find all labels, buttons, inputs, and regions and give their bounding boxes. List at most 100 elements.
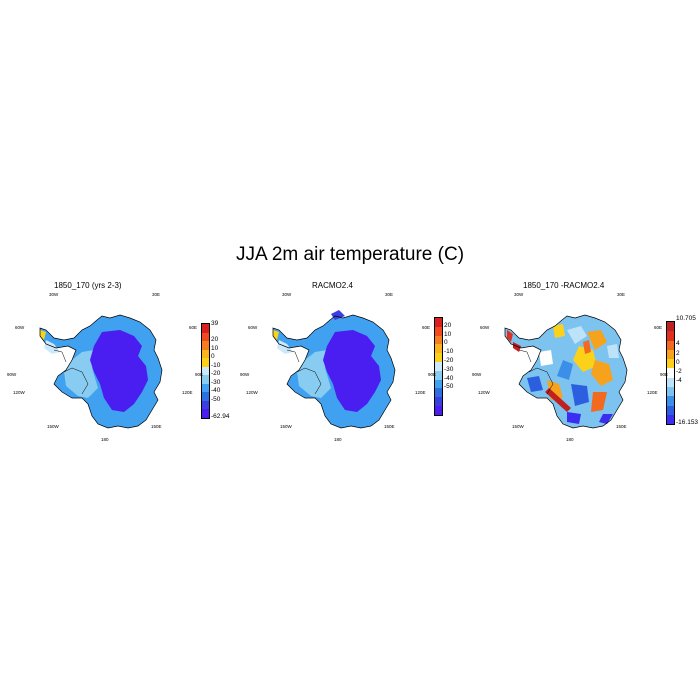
longitude-label: 90E	[660, 372, 669, 377]
colorbar-tick-label: -2	[676, 368, 682, 376]
colorbar-segment	[435, 361, 442, 371]
colorbar-tick-label: -10	[211, 361, 221, 369]
longitude-label: 60W	[248, 325, 258, 330]
colorbar-segment	[435, 370, 442, 380]
longitude-label: 150W	[47, 424, 59, 429]
colorbar-segment	[202, 349, 209, 358]
coastline	[504, 314, 628, 429]
longitude-label: 150W	[280, 424, 292, 429]
colorbar-tick-label: -40	[444, 374, 454, 382]
longitude-label: 150W	[512, 424, 524, 429]
difference-patch	[607, 344, 619, 358]
longitude-label: 30E	[152, 292, 161, 297]
difference-patch	[553, 324, 565, 338]
colorbar-segment	[435, 388, 442, 398]
colorbar-tick-label: -20	[444, 357, 454, 364]
longitude-label: 120E	[647, 390, 658, 395]
colorbar-tick-label: -40	[211, 387, 221, 394]
colorbar-tick-label: -30	[444, 365, 454, 373]
longitude-label: 30W	[49, 292, 59, 297]
panel-title: RACMO2.4	[312, 281, 353, 290]
difference-patch	[507, 330, 513, 342]
longitude-label: 60W	[480, 325, 490, 330]
difference-patch	[567, 412, 581, 424]
colorbar-segment	[667, 377, 674, 388]
colorbar-tick-label: -4	[676, 377, 682, 385]
colorbar-segment	[667, 340, 674, 350]
colorbar-segment	[667, 349, 674, 360]
longitude-label: 150E	[384, 424, 395, 429]
colorbar-tick-label: 10.705	[676, 315, 696, 322]
colorbar-segment	[435, 353, 442, 362]
longitude-label: 90W	[240, 372, 250, 377]
colorbar-segment	[202, 392, 209, 401]
longitude-label: 120E	[182, 390, 193, 395]
colorbar-tick-label: -50	[211, 395, 221, 403]
coastline	[39, 314, 163, 429]
figure-title: JJA 2m air temperature (C)	[235, 244, 465, 265]
colorbar-segment	[202, 358, 209, 367]
difference-patch	[539, 350, 553, 366]
colorbar-segment	[667, 405, 674, 415]
grounding-line	[528, 367, 554, 395]
colorbar-tick-label: 0	[676, 358, 680, 366]
colorbar-segment	[667, 387, 674, 397]
panel-title: 1850_170 -RACMO2.4	[523, 281, 605, 290]
longitude-label: 120W	[13, 390, 25, 395]
colorbar-tick-label: 4	[676, 340, 680, 348]
colorbar-segment	[202, 324, 209, 333]
difference-patch	[591, 360, 613, 386]
colorbar-tick-label: 39	[211, 320, 219, 327]
difference-patch	[573, 346, 597, 372]
colorbar-segment	[667, 368, 674, 378]
longitude-label: 150E	[616, 424, 627, 429]
grounding-line	[63, 367, 89, 395]
colorbar-segment	[202, 341, 209, 350]
longitude-label: 30W	[282, 292, 292, 297]
antarctica-map	[39, 314, 163, 429]
difference-patch	[545, 388, 571, 412]
difference-patch	[567, 326, 587, 344]
difference-patch	[599, 414, 613, 424]
colorbar-tick-label: -50	[444, 383, 454, 391]
difference-patch	[587, 330, 607, 350]
colorbar	[434, 317, 443, 416]
longitude-label: 120W	[246, 390, 258, 395]
grounding-line	[286, 349, 300, 363]
longitude-label: 150E	[151, 424, 162, 429]
colorbar-segment	[435, 405, 442, 415]
longitude-label: 120W	[478, 390, 490, 395]
colorbar-tick-label: -10	[444, 348, 454, 356]
colorbar-tick-label: 0	[444, 339, 448, 347]
map-panel-model: 1850_170 (yrs 2-3) 30W 30E 60W 60E 90W 90E 120…	[2, 272, 235, 452]
longitude-label: 60E	[654, 325, 663, 330]
colorbar-tick-label: -16.153	[676, 419, 699, 427]
colorbar-segment	[667, 359, 674, 369]
grounding-line	[296, 367, 322, 395]
colorbar-segment	[435, 379, 442, 389]
longitude-label: 120E	[415, 390, 426, 395]
longitude-label: 30E	[385, 292, 394, 297]
colorbar-tick-label: 2	[676, 349, 680, 357]
longitude-label: 30E	[617, 292, 626, 297]
colorbar-segment	[202, 366, 209, 375]
west-antarctic-field	[64, 350, 98, 398]
longitude-label: 60E	[189, 325, 198, 330]
colorbar-segment	[435, 318, 442, 327]
colorbar-tick-label: -62.94	[211, 412, 230, 420]
longitude-label: 180	[101, 437, 109, 442]
colorbar-segment	[435, 397, 442, 406]
grounding-line	[53, 349, 67, 363]
difference-patch	[591, 392, 607, 412]
longitude-label: 180	[566, 437, 574, 442]
longitude-label: 60W	[15, 325, 25, 330]
plateau-field	[323, 330, 381, 412]
west-antarctic-field	[297, 350, 331, 398]
longitude-label: 90W	[472, 372, 482, 377]
colorbar	[666, 321, 675, 426]
map-panel-difference: 1850_170 -RACMO2.4 30W 30E 60W 60E 90W 90E 120…	[467, 272, 700, 452]
grounding-line	[518, 349, 532, 363]
difference-patch	[583, 340, 591, 354]
plateau-field	[90, 330, 148, 412]
colorbar-tick-label: -30	[211, 378, 221, 386]
